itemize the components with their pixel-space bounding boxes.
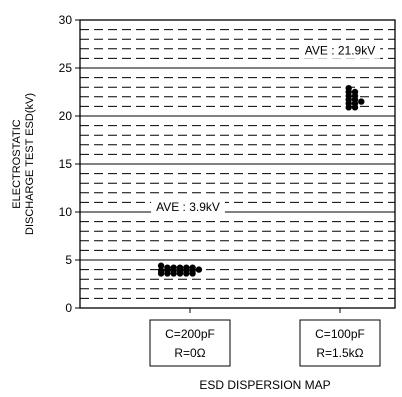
data-point [164, 270, 171, 277]
category-box [299, 319, 381, 367]
minor-gridlines [80, 29, 395, 299]
y-tick-label: 5 [65, 253, 72, 267]
category-label-line: R=1.5kΩ [316, 346, 363, 360]
data-point [189, 270, 196, 277]
annotation-background [151, 199, 225, 216]
data-point [183, 270, 190, 277]
category-labels: C=200pF R=0Ω C=100pF R=1.5kΩ [149, 319, 381, 367]
annotation-text: AVE : 3.9kV [156, 200, 220, 214]
data-point [157, 262, 165, 269]
annotation-text: AVE : 21.9kV [305, 44, 375, 58]
x-axis-title: ESD DISPERSION MAP [199, 378, 330, 392]
y-tick-labels: 0 5 10 15 20 25 30 [59, 13, 80, 315]
plot-frame [79, 19, 396, 313]
y-tick-label: 10 [59, 205, 73, 219]
y-tick-label: 30 [59, 13, 73, 27]
average-annotations: AVE : 3.9kV AVE : 21.9kV [151, 42, 381, 216]
y-tick-label: 0 [65, 301, 72, 315]
y-tick-label: 20 [59, 109, 73, 123]
average-annotation: AVE : 3.9kV [151, 199, 225, 216]
y-axis-title-line: ELECTROSTATIC [11, 119, 23, 208]
y-tick-label: 15 [59, 157, 73, 171]
data-point [351, 104, 359, 111]
y-axis-title-line: DISCHARGE TEST ESD(kV) [24, 93, 36, 235]
major-gridlines [80, 67, 395, 261]
y-axis-title: ELECTROSTATIC DISCHARGE TEST ESD(kV) [11, 93, 36, 235]
data-point [345, 104, 352, 111]
average-annotation: AVE : 21.9kV [299, 42, 381, 59]
data-point [157, 270, 165, 277]
annotation-background [299, 42, 381, 59]
y-tick-label: 25 [59, 61, 73, 75]
category-label-line: R=0Ω [174, 346, 205, 360]
data-point [176, 270, 184, 277]
data-points [157, 84, 365, 277]
data-point [358, 98, 365, 105]
category-box [149, 319, 231, 367]
data-point [170, 270, 177, 277]
category-label-line: C=200pF [165, 327, 215, 341]
category-label-line: C=100pF [315, 327, 365, 341]
data-point [195, 266, 203, 273]
